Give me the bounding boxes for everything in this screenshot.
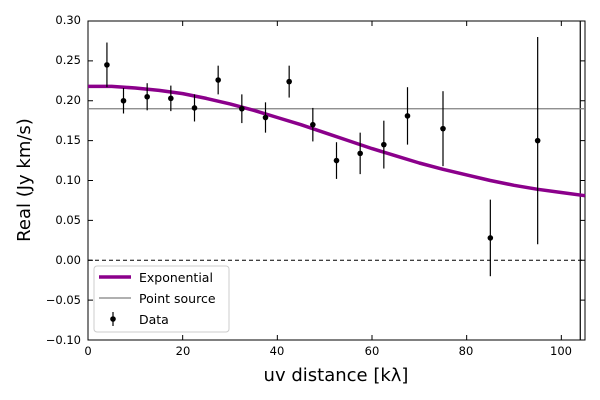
data-point bbox=[404, 113, 411, 119]
x-axis-label: uv distance [kλ] bbox=[264, 365, 409, 386]
data-point bbox=[440, 125, 446, 132]
x-tick-label: 100 bbox=[550, 344, 572, 358]
y-tick-label: 0.10 bbox=[55, 173, 81, 187]
y-tick-label: −0.10 bbox=[46, 333, 81, 347]
data-point bbox=[487, 235, 494, 241]
y-tick-label: 0.05 bbox=[55, 213, 81, 227]
data-point bbox=[262, 114, 269, 121]
legend: Exponential Point source Data bbox=[93, 265, 230, 333]
y-tick-label: −0.05 bbox=[46, 293, 81, 307]
y-tick-label: 0.25 bbox=[55, 53, 81, 67]
x-tick-label: 60 bbox=[365, 344, 380, 358]
data-point bbox=[310, 121, 316, 128]
y-tick-label: 0.15 bbox=[55, 133, 81, 147]
x-tick-label: 80 bbox=[459, 344, 474, 358]
data-point bbox=[534, 137, 541, 144]
y-tick-label: 0.00 bbox=[55, 253, 81, 267]
data-point bbox=[120, 97, 127, 104]
legend-label-data: Data bbox=[139, 312, 169, 327]
data-point bbox=[168, 95, 174, 102]
data-point bbox=[191, 105, 198, 111]
x-tick-label: 0 bbox=[84, 344, 91, 358]
legend-label-point-source: Point source bbox=[139, 291, 216, 306]
data-point bbox=[333, 157, 340, 164]
legend-box bbox=[93, 265, 230, 333]
data-point bbox=[286, 78, 292, 85]
data-point bbox=[357, 150, 363, 157]
data-point bbox=[104, 62, 110, 68]
y-axis-label: Real (Jy km/s) bbox=[14, 118, 35, 242]
y-tick-label: 0.20 bbox=[55, 93, 81, 107]
x-tick-label: 20 bbox=[176, 344, 191, 358]
exponential-curve bbox=[88, 84, 586, 198]
y-tick-label: 0.30 bbox=[55, 13, 81, 27]
data-point bbox=[381, 141, 387, 148]
x-tick-label: 40 bbox=[270, 344, 285, 358]
data-point bbox=[239, 105, 245, 112]
data-point bbox=[144, 93, 150, 100]
data-point bbox=[215, 77, 221, 83]
legend-label-exponential: Exponential bbox=[139, 270, 213, 285]
legend-swatch-data-marker bbox=[110, 316, 116, 322]
